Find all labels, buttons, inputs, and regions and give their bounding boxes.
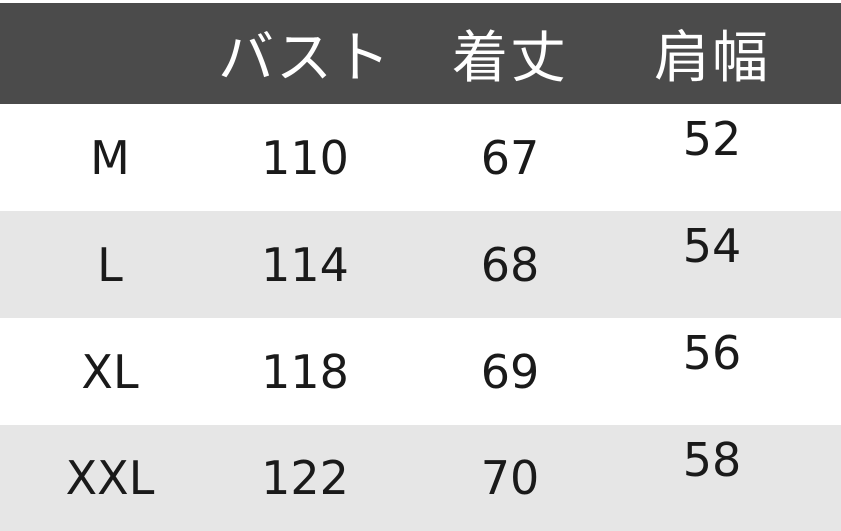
length-cell: 68 <box>480 237 540 292</box>
shoulder-cell: 54 <box>682 219 742 273</box>
length-cell: 70 <box>480 451 540 505</box>
shoulder-cell: 52 <box>682 112 742 166</box>
table-row: XXL 122 70 58 <box>0 425 841 531</box>
bust-cell: 114 <box>261 237 349 292</box>
length-cell: 69 <box>480 344 540 399</box>
header-shoulder: 肩幅 <box>654 26 770 91</box>
table-row: XL 118 69 56 <box>0 318 841 425</box>
size-cell: XL <box>81 344 139 399</box>
table-header: バスト 着丈 肩幅 <box>0 0 841 104</box>
header-bust: バスト <box>218 26 392 91</box>
length-cell: 67 <box>480 130 540 185</box>
shoulder-cell: 56 <box>682 326 742 380</box>
table-row: M 110 67 52 <box>0 104 841 211</box>
bust-cell: 118 <box>261 344 349 399</box>
size-cell: XXL <box>65 451 155 505</box>
shoulder-cell: 58 <box>682 433 742 487</box>
bust-cell: 122 <box>261 451 349 505</box>
table-row: L 114 68 54 <box>0 211 841 318</box>
header-length: 着丈 <box>452 26 568 91</box>
size-cell: M <box>90 130 130 185</box>
size-cell: L <box>97 237 123 292</box>
bust-cell: 110 <box>261 130 349 185</box>
